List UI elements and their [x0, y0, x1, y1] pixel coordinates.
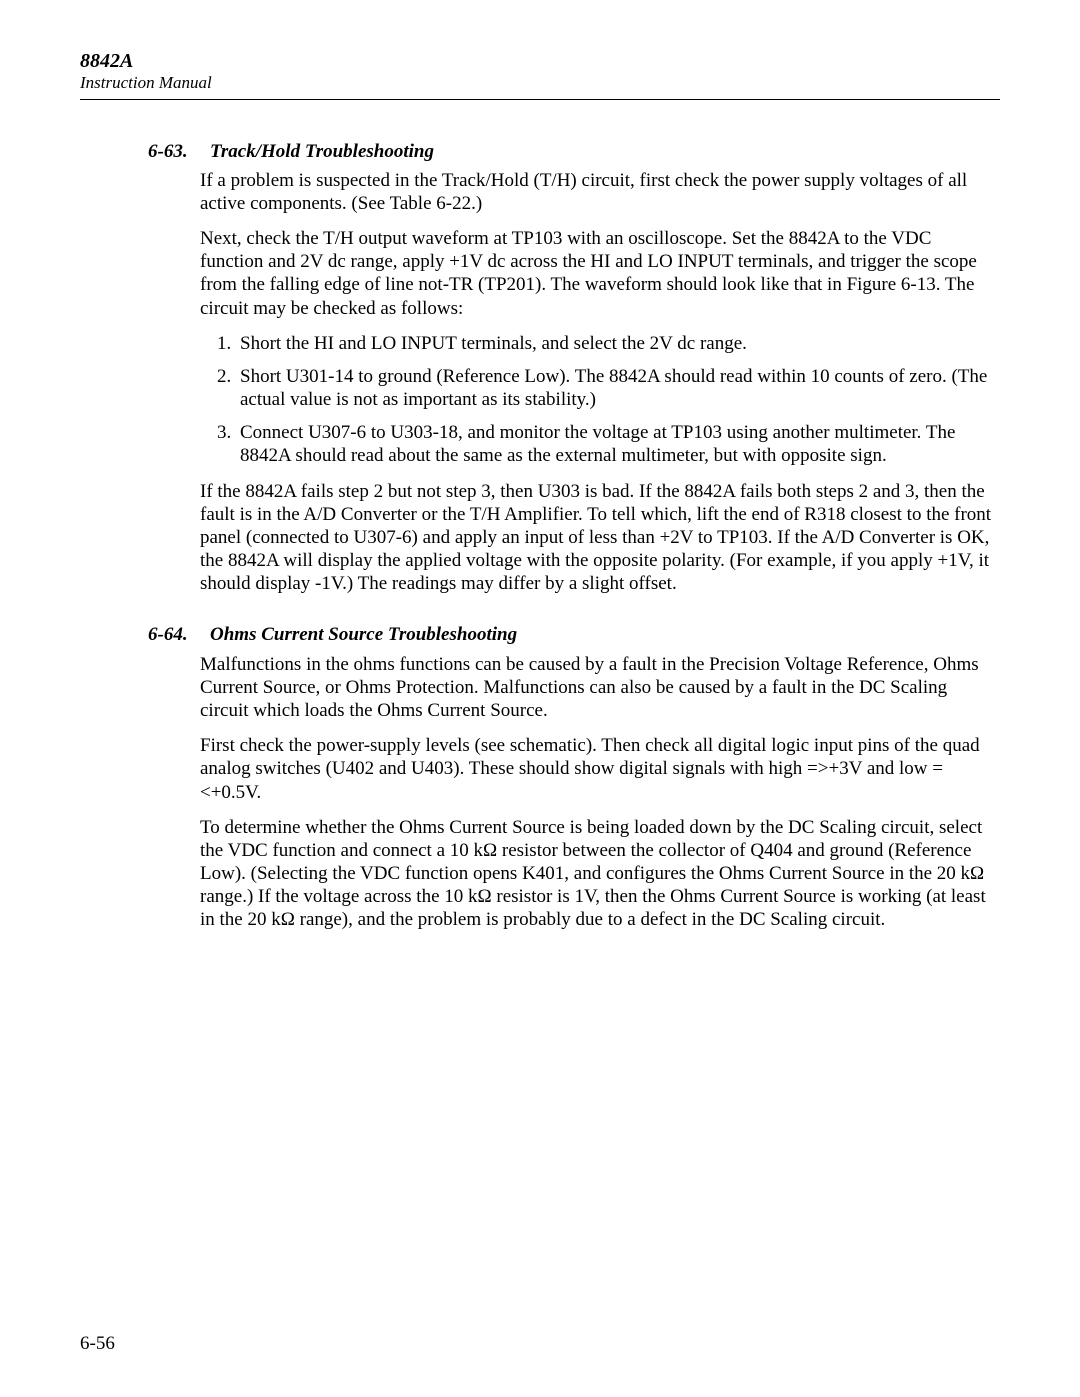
- section-heading: 6-64. Ohms Current Source Troubleshootin…: [148, 623, 995, 646]
- paragraph: Malfunctions in the ohms functions can b…: [200, 653, 995, 723]
- header-subtitle: Instruction Manual: [80, 73, 1000, 93]
- paragraph: To determine whether the Ohms Current So…: [200, 816, 995, 932]
- paragraph: If a problem is suspected in the Track/H…: [200, 169, 995, 215]
- section-heading: 6-63. Track/Hold Troubleshooting: [148, 140, 995, 163]
- page-header: 8842A Instruction Manual: [80, 50, 1000, 93]
- header-model: 8842A: [80, 50, 1000, 73]
- page: 8842A Instruction Manual 6-63. Track/Hol…: [0, 0, 1080, 1397]
- header-rule: [80, 99, 1000, 100]
- section-title: Track/Hold Troubleshooting: [210, 140, 434, 163]
- paragraph: Next, check the T/H output waveform at T…: [200, 227, 995, 320]
- section-title: Ohms Current Source Troubleshooting: [210, 623, 517, 646]
- section-6-63: 6-63. Track/Hold Troubleshooting If a pr…: [200, 140, 995, 596]
- section-6-64: 6-64. Ohms Current Source Troubleshootin…: [200, 623, 995, 931]
- section-number: 6-64.: [148, 623, 210, 646]
- list-item: Connect U307-6 to U303-18, and monitor t…: [236, 421, 995, 467]
- paragraph: If the 8842A fails step 2 but not step 3…: [200, 480, 995, 596]
- list-item: Short U301-14 to ground (Reference Low).…: [236, 365, 995, 411]
- page-number: 6-56: [80, 1333, 115, 1355]
- paragraph: First check the power-supply levels (see…: [200, 734, 995, 804]
- page-content: 6-63. Track/Hold Troubleshooting If a pr…: [200, 140, 995, 932]
- section-number: 6-63.: [148, 140, 210, 163]
- list-item: Short the HI and LO INPUT terminals, and…: [236, 332, 995, 355]
- numbered-list: Short the HI and LO INPUT terminals, and…: [200, 332, 995, 468]
